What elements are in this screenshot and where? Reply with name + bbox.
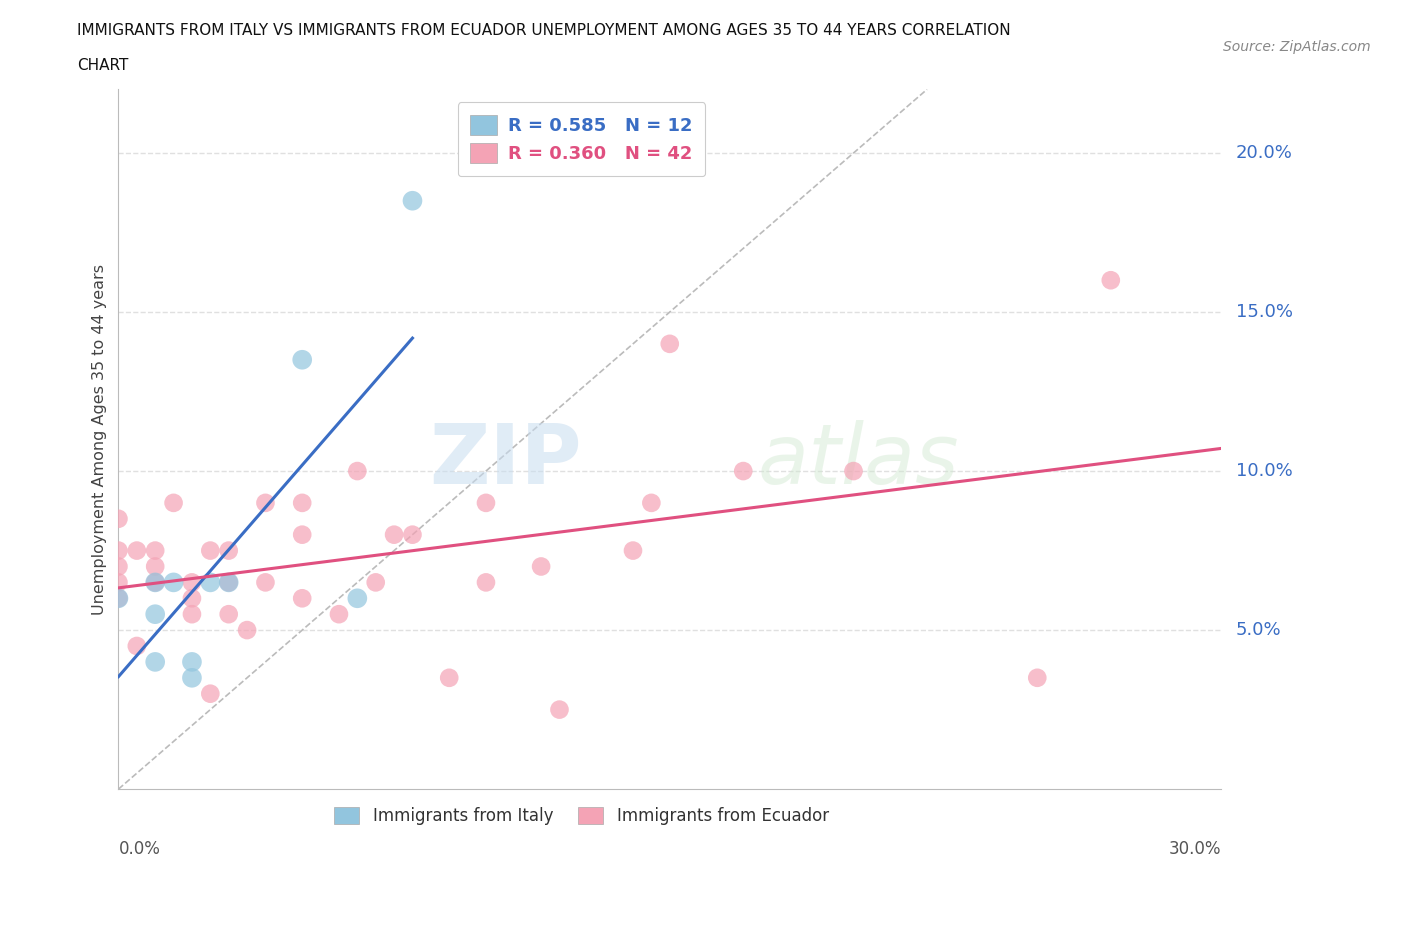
Text: ZIP: ZIP: [429, 419, 582, 500]
Point: [218, 575, 240, 590]
Text: 20.0%: 20.0%: [1236, 144, 1292, 162]
Text: IMMIGRANTS FROM ITALY VS IMMIGRANTS FROM ECUADOR UNEMPLOYMENT AMONG AGES 35 TO 4: IMMIGRANTS FROM ITALY VS IMMIGRANTS FROM…: [77, 23, 1011, 38]
Point: [382, 527, 405, 542]
Point: [401, 527, 423, 542]
Point: [346, 464, 368, 479]
Point: [530, 559, 553, 574]
Point: [640, 496, 662, 511]
Point: [125, 543, 148, 558]
Point: [181, 591, 204, 605]
Point: [107, 575, 129, 590]
Point: [439, 671, 461, 685]
Point: [364, 575, 387, 590]
Point: [218, 575, 240, 590]
Point: [181, 575, 204, 590]
Point: [181, 655, 204, 670]
Point: [346, 591, 368, 605]
Point: [143, 606, 166, 621]
Point: [291, 496, 314, 511]
Point: [107, 559, 129, 574]
Point: [733, 464, 755, 479]
Point: [181, 606, 204, 621]
Y-axis label: Unemployment Among Ages 35 to 44 years: Unemployment Among Ages 35 to 44 years: [93, 264, 107, 615]
Point: [162, 496, 184, 511]
Point: [1099, 272, 1122, 287]
Legend: Immigrants from Italy, Immigrants from Ecuador: Immigrants from Italy, Immigrants from E…: [326, 799, 837, 833]
Point: [254, 496, 277, 511]
Point: [218, 543, 240, 558]
Point: [107, 543, 129, 558]
Point: [107, 512, 129, 526]
Point: [218, 606, 240, 621]
Point: [143, 575, 166, 590]
Text: atlas: atlas: [758, 419, 959, 500]
Point: [1026, 671, 1049, 685]
Point: [181, 671, 204, 685]
Point: [236, 623, 259, 638]
Text: 30.0%: 30.0%: [1168, 840, 1220, 858]
Text: Source: ZipAtlas.com: Source: ZipAtlas.com: [1223, 40, 1371, 54]
Point: [107, 591, 129, 605]
Point: [548, 702, 571, 717]
Text: CHART: CHART: [77, 58, 129, 73]
Point: [401, 193, 423, 208]
Point: [125, 639, 148, 654]
Point: [162, 575, 184, 590]
Point: [254, 575, 277, 590]
Point: [143, 655, 166, 670]
Point: [143, 559, 166, 574]
Point: [475, 575, 498, 590]
Text: 0.0%: 0.0%: [118, 840, 160, 858]
Point: [291, 352, 314, 367]
Text: 15.0%: 15.0%: [1236, 303, 1292, 321]
Point: [658, 337, 681, 352]
Point: [200, 575, 222, 590]
Point: [200, 543, 222, 558]
Point: [291, 527, 314, 542]
Text: 10.0%: 10.0%: [1236, 462, 1292, 480]
Point: [475, 496, 498, 511]
Point: [291, 591, 314, 605]
Point: [107, 591, 129, 605]
Point: [621, 543, 644, 558]
Text: 5.0%: 5.0%: [1236, 621, 1281, 639]
Point: [842, 464, 865, 479]
Point: [143, 575, 166, 590]
Point: [328, 606, 350, 621]
Point: [143, 543, 166, 558]
Point: [200, 686, 222, 701]
